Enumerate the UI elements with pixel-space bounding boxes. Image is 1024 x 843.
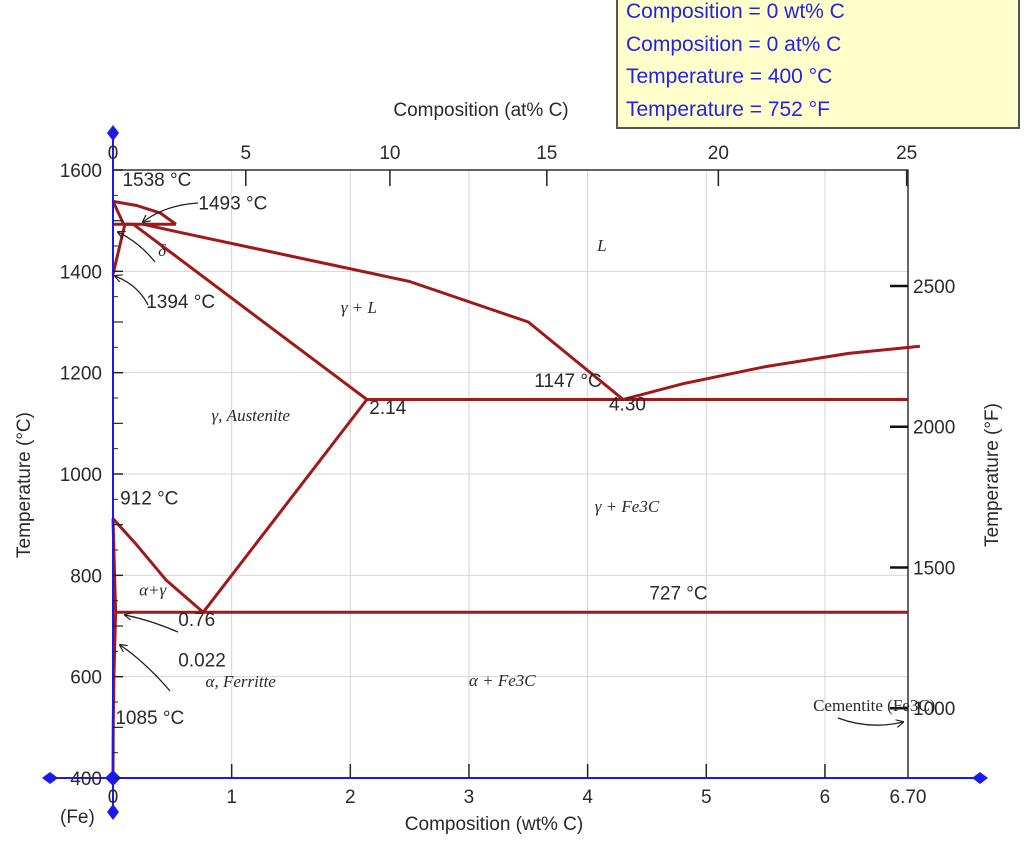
arrow-1493	[143, 202, 199, 222]
x-bottom-tick-label: 6.70	[890, 787, 927, 808]
annotation-15: γ + Fe3C	[595, 497, 660, 516]
readout-temperature-c: Temperature = 400 °C	[626, 65, 833, 88]
annotation-16: α+γ	[139, 581, 167, 600]
boundary-delta-liquidus	[112, 199, 177, 226]
x-top-tick-label: 5	[241, 143, 252, 164]
boundary-liquidus-cementite	[622, 344, 921, 401]
boundary-a3	[111, 517, 205, 614]
annotation-10: 1085 °C	[115, 708, 184, 729]
annotation-17: α, Ferritte	[206, 672, 277, 691]
x-bottom-ticks: 0 1 2 3 4 5 6 6.70	[108, 764, 927, 808]
arrow-ferrite	[120, 645, 171, 692]
annotation-9: 0.022	[178, 651, 226, 672]
annotation-13: γ + L	[341, 298, 377, 317]
x-top-tick-label: 25	[896, 143, 917, 164]
y-left-tick-label: 1200	[60, 364, 102, 385]
annotation-1: 1493 °C	[198, 194, 267, 215]
readout-temperature-f: Temperature = 752 °F	[626, 97, 830, 121]
y-right-tick-label: 2000	[913, 418, 955, 439]
annotation-11: L	[596, 236, 606, 255]
x-bottom-tick-label: 5	[701, 787, 712, 808]
x-bottom-tick-label: 1	[226, 787, 237, 808]
x-bottom-tick-label: 3	[464, 787, 475, 808]
annotation-0: 1538 °C	[122, 170, 191, 191]
arrow-0-76	[125, 615, 179, 633]
readout-composition-at: Composition = 0 at% C	[626, 32, 842, 56]
y-right-axis-label: Temperature (°F)	[982, 403, 1003, 547]
boundary-liquidus-gamma	[142, 222, 625, 401]
x-top-tick-label: 20	[708, 143, 729, 164]
cursor-readout-box: Composition = 0 wt% C Composition = 0 at…	[616, 0, 1020, 129]
annotation-7: 727 °C	[649, 584, 707, 605]
x-top-ticks: 0 5 10 15 20 25	[108, 143, 917, 186]
annotation-arrows	[115, 202, 903, 725]
annotation-2: 1394 °C	[146, 292, 215, 313]
phase-boundaries	[111, 199, 921, 779]
y-axis-bottom-handle[interactable]	[107, 804, 119, 820]
y-right-tick-label: 1000	[913, 699, 955, 720]
y-right-tick-label: 1500	[913, 558, 955, 579]
arrow-1394	[115, 276, 149, 306]
x-top-tick-label: 10	[379, 143, 400, 164]
readout-composition-wt: Composition = 0 wt% C	[626, 0, 845, 23]
x-bottom-tick-label: 4	[582, 787, 593, 808]
annotation-6: 912 °C	[120, 488, 178, 509]
boundary-acm	[202, 398, 369, 614]
arrow-cementite	[837, 717, 903, 725]
y-left-tick-label: 800	[70, 566, 102, 587]
x-axis-right-handle[interactable]	[972, 772, 988, 784]
annotation-18: α + Fe3C	[469, 671, 536, 690]
y-left-tick-label: 1600	[60, 161, 102, 182]
y-axis-top-handle[interactable]	[107, 125, 119, 141]
annotation-5: 4.30	[609, 395, 646, 416]
diagram-annotations: 1538 °C 1493 °C 1394 °C 1147 °C 2.14 4.30 912 …	[115, 170, 935, 729]
grid-lines	[113, 170, 908, 778]
y-right-ticks: 1000 1500 2000 2500	[890, 277, 955, 720]
x-top-tick-label: 15	[536, 143, 557, 164]
y-left-tick-label: 1000	[60, 465, 102, 486]
annotation-12: δ	[158, 241, 167, 260]
y-left-tick-label: 600	[70, 668, 102, 689]
y-left-tick-label: 1400	[60, 262, 102, 283]
x-axis-left-handle[interactable]	[42, 772, 58, 784]
annotation-14: γ, Austenite	[211, 406, 290, 425]
annotation-8: 0.76	[178, 610, 215, 631]
y-left-tick-label: 400	[70, 769, 102, 790]
x-bottom-tick-label: 2	[345, 787, 356, 808]
x-top-axis-label: Composition (at% C)	[393, 100, 568, 121]
x-bottom-axis-label: Composition (wt% C)	[405, 814, 583, 835]
x-bottom-tick-label: 0	[108, 787, 119, 808]
annotation-4: 2.14	[369, 398, 406, 419]
y-right-tick-label: 2500	[913, 277, 955, 298]
annotation-19: Cementite (Fe3C)	[813, 696, 935, 715]
x-top-tick-label: 0	[108, 143, 119, 164]
y-left-axis-label: Temperature (°C)	[14, 412, 35, 558]
fe-origin-label: (Fe)	[60, 807, 95, 828]
y-left-ticks: 400 600 800 1000 1200 1400 1600	[60, 161, 123, 790]
boundary-solidus	[132, 223, 368, 401]
annotation-3: 1147 °C	[534, 371, 601, 392]
x-bottom-tick-label: 6	[820, 787, 831, 808]
boundary-delta-solvus	[111, 223, 127, 275]
arrow-delta	[118, 232, 156, 263]
